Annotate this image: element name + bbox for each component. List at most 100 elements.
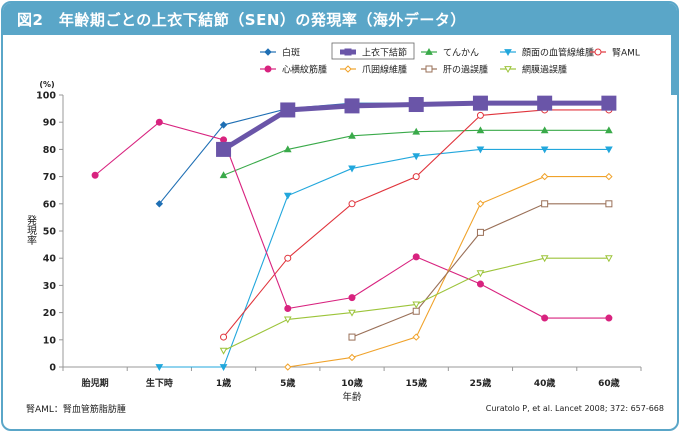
source-citation: Curatolo P, et al. Lancet 2008; 372: 657… [485,404,664,413]
data-point [476,228,484,236]
series-2 [219,126,613,179]
series-line [159,148,609,368]
data-point [348,131,356,139]
data-point [540,172,549,181]
x-tick-label: 40歳 [534,377,556,389]
legend-label: 顔面の血管線維腫 [522,47,594,59]
data-point [425,47,433,55]
data-point [476,146,485,154]
title-bar: 図2 年齢期ごとの上衣下結節（SEN）の発現率（海外データ） [3,3,677,35]
data-point [476,280,484,288]
data-point [348,353,356,362]
data-point [412,153,421,161]
y-tick-label: 100 [36,91,56,102]
data-point [472,95,488,111]
x-tick-label: 生下時 [146,377,173,389]
x-axis-label: 年齢 [342,391,362,403]
x-tick-label: 10歳 [341,377,363,389]
data-point [541,314,549,322]
legend-item: 腎AML [590,48,640,59]
data-point [476,111,484,119]
y-tick-label: 30 [43,281,57,292]
figure-title: 図2 年齢期ごとの上衣下結節（SEN）の発現率（海外データ） [17,11,466,29]
data-point [219,347,228,355]
data-point [284,363,292,371]
data-point [540,146,549,154]
data-point [284,305,292,313]
legend: 白斑 上衣下結節 てんかん 顔面の血管線維腫 腎AML 心横紋筋腫 爪囲線維腫 肝の過誤腫 網膜… [260,42,640,76]
data-point [219,171,228,179]
series-line [287,176,609,368]
series-3 [155,146,613,372]
y-tick-label: 50 [43,227,57,238]
legend-label: 網膜過誤腫 [522,64,567,76]
series-5 [91,118,613,322]
legend-item: 肝の過誤腫 [421,64,488,76]
data-point [348,294,356,302]
data-point [605,255,613,263]
y-tick-label: 90 [43,118,57,129]
data-point [540,255,549,263]
legend-label: 腎AML [612,48,640,59]
data-point [155,364,164,372]
x-tick-label: 25歳 [470,377,492,389]
data-point [283,316,292,324]
legend-label: 上衣下結節 [362,47,407,59]
x-tick-label: 胎児期 [81,377,109,389]
data-point [155,118,163,126]
data-point [605,126,613,134]
series-lines [91,95,617,372]
data-point [216,141,232,157]
legend-item: 爪囲線維腫 [340,64,407,76]
legend-item: 白斑 [260,47,300,59]
data-point [283,192,292,200]
legend-item: 心横紋筋腫 [260,64,327,76]
data-point [594,48,602,56]
data-point [348,309,356,317]
data-point [601,95,617,111]
data-point [219,121,228,129]
y-unit-label: (%) [39,80,54,89]
x-tick-label: 1歳 [216,377,231,389]
decorative-strip [671,35,677,95]
data-point [412,333,420,341]
data-point [540,126,549,134]
data-point [412,301,421,309]
data-point [412,307,420,315]
data-point [476,126,485,134]
legend-item: 顔面の血管線維腫 [500,47,594,59]
y-tick-label: 70 [43,172,57,183]
y-tick-label: 0 [49,363,56,374]
y-tick-label: 80 [43,145,57,156]
legend-label: 肝の過誤腫 [443,64,488,76]
series-line [223,129,609,176]
data-point [348,165,356,173]
legend-item: 上衣下結節 [331,42,415,60]
data-point [605,314,613,322]
series-1 [216,95,617,157]
data-point [280,102,296,118]
series-6 [284,172,613,371]
data-point [408,97,424,113]
data-point [264,65,272,73]
data-point [348,200,356,208]
data-point [504,49,512,57]
data-point [283,145,292,153]
data-point [476,200,485,208]
y-tick-label: 20 [43,308,57,319]
legend-label: てんかん [443,48,479,59]
data-point [284,254,292,262]
data-point [412,173,420,181]
legend-label: 心横紋筋腫 [282,64,327,76]
y-axis-label: 発現率 [25,214,37,246]
data-point [541,200,549,208]
x-tick-label: 5歳 [280,377,295,389]
series-7 [348,200,613,341]
data-point [412,127,421,135]
legend-item: てんかん [421,48,479,59]
series-line [94,121,609,319]
data-point [91,171,99,179]
data-point [605,172,613,181]
